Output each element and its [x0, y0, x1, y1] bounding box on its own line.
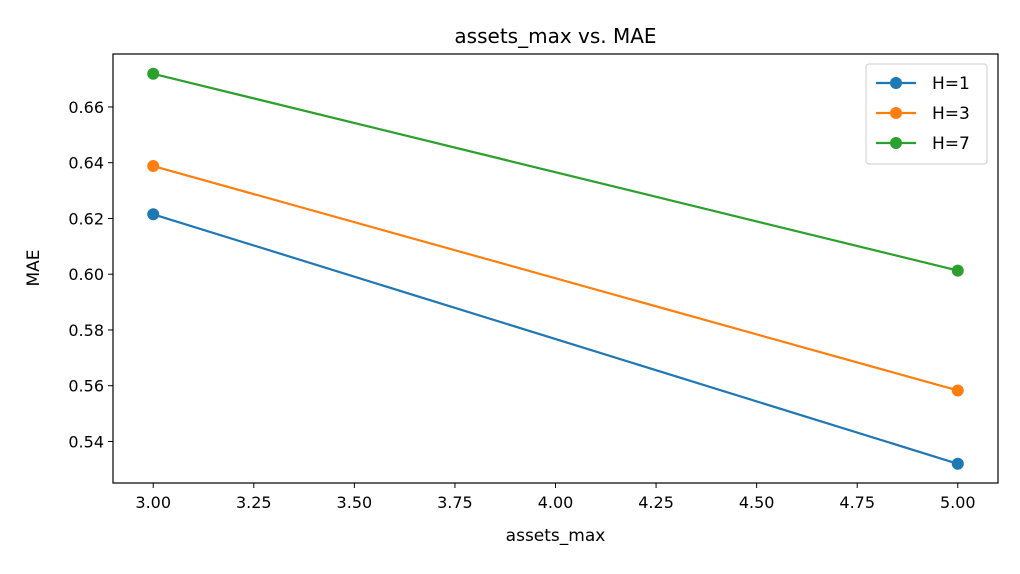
- y-tick-label: 0.66: [68, 98, 104, 117]
- legend-marker: [890, 107, 902, 119]
- data-point: [147, 208, 160, 221]
- series-line-2: [152, 164, 959, 392]
- y-tick-label: 0.62: [68, 209, 104, 228]
- x-tick-label: 4.50: [739, 493, 775, 512]
- x-tick-label: 4.25: [638, 493, 674, 512]
- legend-label: H=1: [932, 74, 970, 94]
- data-point: [147, 160, 160, 173]
- legend-marker: [890, 77, 902, 89]
- x-axis-label: assets_max: [506, 526, 606, 546]
- y-tick-label: 0.56: [68, 377, 104, 396]
- data-point: [951, 264, 964, 277]
- series-layer: [147, 67, 964, 470]
- x-tick-label: 3.25: [236, 493, 272, 512]
- y-axis-ticks: 0.54 0.56 0.58 0.60 0.62 0.64 0.66: [68, 98, 113, 451]
- data-point: [147, 67, 160, 80]
- series-line-3: [152, 72, 959, 272]
- x-tick-label: 5.00: [940, 493, 976, 512]
- x-tick-label: 4.00: [538, 493, 574, 512]
- y-tick-label: 0.64: [68, 154, 104, 173]
- chart-title: assets_max vs. MAE: [454, 24, 656, 48]
- x-tick-label: 4.75: [839, 493, 875, 512]
- x-tick-label: 3.00: [135, 493, 171, 512]
- x-tick-label: 3.75: [437, 493, 473, 512]
- legend-label: H=3: [932, 104, 970, 124]
- y-tick-label: 0.58: [68, 321, 104, 340]
- legend-label: H=7: [932, 134, 970, 154]
- data-point: [951, 457, 964, 470]
- y-tick-label: 0.54: [68, 432, 104, 451]
- plot-area-frame: [112, 53, 999, 484]
- y-tick-label: 0.60: [68, 265, 104, 284]
- x-tick-label: 3.50: [337, 493, 373, 512]
- data-point: [951, 384, 964, 397]
- x-axis-ticks: 3.00 3.25 3.50 3.75 4.00 4.25 4.50 4.75 5.00: [135, 483, 976, 512]
- legend: H=1 H=3 H=7: [865, 63, 988, 165]
- y-axis-label: MAE: [24, 249, 44, 286]
- series-line-1: [152, 213, 959, 465]
- legend-marker: [890, 137, 902, 149]
